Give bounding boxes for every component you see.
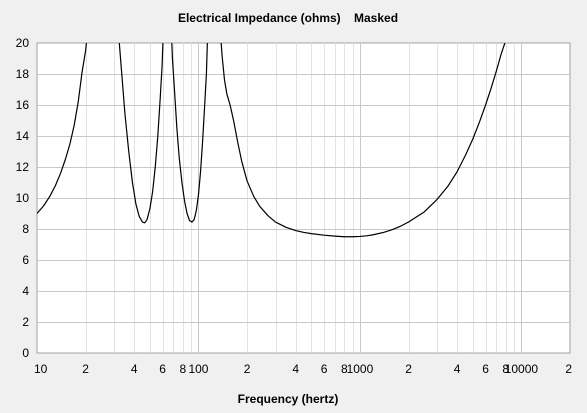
- grid-lines: [37, 43, 570, 353]
- x-tick-label: 2: [405, 362, 412, 376]
- x-tick-label: 10: [34, 362, 48, 376]
- y-tick-label: 14: [16, 129, 30, 143]
- y-tick-label: 12: [16, 160, 30, 174]
- x-tick-label: 8: [502, 362, 509, 376]
- x-tick-label: 4: [454, 362, 461, 376]
- x-tick-label: 6: [482, 362, 489, 376]
- x-axis-label: Frequency (hertz): [238, 392, 339, 406]
- x-tick-label: 2: [82, 362, 89, 376]
- series-group: [37, 43, 506, 238]
- y-tick-label: 4: [22, 284, 29, 298]
- x-tick-label: 4: [131, 362, 138, 376]
- x-tick-label: 10000: [505, 362, 539, 376]
- y-tick-label: 16: [16, 98, 30, 112]
- impedance-curve: [37, 43, 506, 238]
- y-axis-tick-labels: 0 2 4 6 8 10 12 14 16 18 20: [16, 36, 30, 360]
- x-tick-label: 100: [188, 362, 208, 376]
- x-tick-label: 8: [341, 362, 348, 376]
- y-tick-label: 8: [22, 222, 29, 236]
- x-tick-label: 6: [321, 362, 328, 376]
- chart-title: Electrical Impedance (ohms) Masked: [178, 11, 398, 25]
- x-tick-label: 2: [565, 362, 572, 376]
- x-tick-label: 2: [244, 362, 251, 376]
- y-tick-label: 10: [16, 191, 30, 205]
- y-tick-label: 6: [22, 253, 29, 267]
- x-tick-label: 1000: [347, 362, 374, 376]
- y-tick-label: 2: [22, 315, 29, 329]
- x-tick-label: 4: [292, 362, 299, 376]
- y-tick-label: 0: [22, 346, 29, 360]
- x-tick-label: 8: [179, 362, 186, 376]
- y-tick-label: 18: [16, 67, 30, 81]
- x-tick-label: 6: [159, 362, 166, 376]
- y-tick-label: 20: [16, 36, 30, 50]
